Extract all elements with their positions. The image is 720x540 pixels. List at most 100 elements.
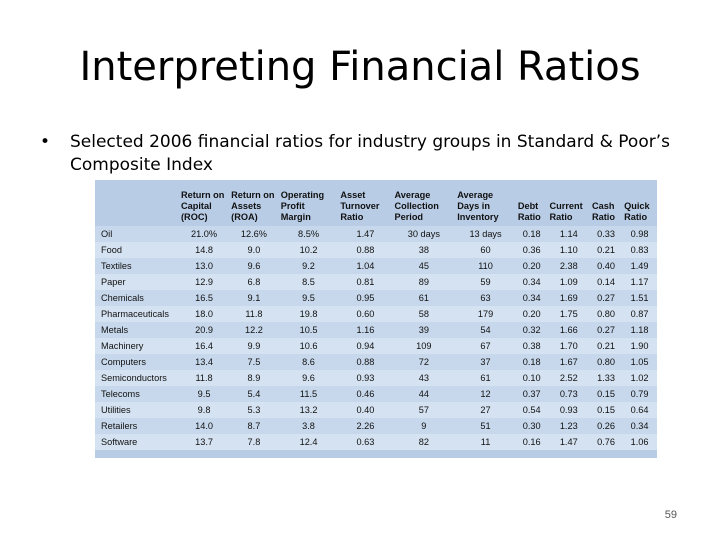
column-header: Asset Turnover Ratio: [338, 180, 393, 226]
ratio-cell: 51: [455, 418, 516, 434]
industry-name: Oil: [95, 226, 179, 242]
ratio-cell: 13.7: [179, 434, 230, 450]
ratio-cell: 1.51: [622, 290, 657, 306]
ratio-cell: 14.0: [179, 418, 230, 434]
industry-name: Computers: [95, 354, 179, 370]
ratio-cell: 67: [455, 338, 516, 354]
ratio-cell: 43: [392, 370, 456, 386]
ratio-cell: 1.05: [622, 354, 657, 370]
ratio-cell: 0.10: [515, 370, 548, 386]
ratio-cell: 1.90: [622, 338, 657, 354]
ratio-cell: 16.4: [179, 338, 230, 354]
industry-name: Telecoms: [95, 386, 179, 402]
ratio-cell: 0.21: [589, 338, 623, 354]
ratio-cell: 7.8: [229, 434, 279, 450]
ratio-cell: 1.75: [547, 306, 590, 322]
ratio-cell: 2.26: [338, 418, 393, 434]
ratio-cell: 0.95: [338, 290, 393, 306]
ratio-cell: 11: [455, 434, 516, 450]
ratio-cell: 0.87: [622, 306, 657, 322]
ratio-cell: 0.34: [622, 418, 657, 434]
industry-name: Software: [95, 434, 179, 450]
table-row: Food 14.8 9.0 10.2 0.88 38 60 0.36 1.10 0.21 0.83: [95, 242, 657, 258]
column-header: Operating Profit Margin: [278, 180, 339, 226]
ratio-cell: 45: [392, 258, 456, 274]
ratio-cell: 13.2: [278, 402, 339, 418]
ratio-cell: 8.5%: [278, 226, 339, 242]
ratio-cell: 9.0: [229, 242, 279, 258]
ratio-cell: 18.0: [179, 306, 230, 322]
ratio-cell: 1.33: [589, 370, 623, 386]
ratio-cell: 14.8: [179, 242, 230, 258]
financial-ratios-table: Return on Capital (ROC) Return on Assets …: [95, 180, 657, 450]
ratio-cell: 0.94: [338, 338, 393, 354]
ratio-cell: 1.10: [547, 242, 590, 258]
industry-name: Food: [95, 242, 179, 258]
industry-name: Retailers: [95, 418, 179, 434]
ratio-cell: 27: [455, 402, 516, 418]
ratio-cell: 9.2: [278, 258, 339, 274]
ratio-cell: 11.8: [179, 370, 230, 386]
ratio-cell: 0.80: [589, 354, 623, 370]
ratio-cell: 9.5: [179, 386, 230, 402]
column-header: Current Ratio: [547, 180, 590, 226]
table-row: Metals 20.9 12.2 10.5 1.16 39 54 0.32 1.66 0.27 1.…: [95, 322, 657, 338]
ratio-cell: 0.40: [338, 402, 393, 418]
ratio-cell: 0.33: [589, 226, 623, 242]
ratio-cell: 0.34: [515, 274, 548, 290]
ratio-cell: 0.83: [622, 242, 657, 258]
ratio-cell: 0.26: [589, 418, 623, 434]
industry-name: Semiconductors: [95, 370, 179, 386]
ratio-cell: 0.63: [338, 434, 393, 450]
ratio-cell: 0.27: [589, 290, 623, 306]
ratio-cell: 1.09: [547, 274, 590, 290]
ratio-cell: 0.36: [515, 242, 548, 258]
column-header: Cash Ratio: [589, 180, 623, 226]
ratio-cell: 1.67: [547, 354, 590, 370]
ratio-cell: 1.16: [338, 322, 393, 338]
industry-name: Utilities: [95, 402, 179, 418]
ratio-cell: 0.18: [515, 226, 548, 242]
ratio-cell: 0.88: [338, 242, 393, 258]
ratio-cell: 0.14: [589, 274, 623, 290]
ratio-cell: 13 days: [455, 226, 516, 242]
ratio-cell: 9: [392, 418, 456, 434]
ratio-cell: 109: [392, 338, 456, 354]
table-row: Software 13.7 7.8 12.4 0.63 82 11 0.16 1.47 0.76 1…: [95, 434, 657, 450]
ratio-cell: 10.6: [278, 338, 339, 354]
ratio-cell: 61: [392, 290, 456, 306]
ratio-cell: 8.5: [278, 274, 339, 290]
ratio-cell: 13.4: [179, 354, 230, 370]
ratio-cell: 0.16: [515, 434, 548, 450]
ratio-cell: 63: [455, 290, 516, 306]
ratio-cell: 1.14: [547, 226, 590, 242]
ratio-cell: 0.38: [515, 338, 548, 354]
ratio-cell: 9.8: [179, 402, 230, 418]
ratio-cell: 0.37: [515, 386, 548, 402]
table-row: Machinery 16.4 9.9 10.6 0.94 109 67 0.38 1.70 0.2…: [95, 338, 657, 354]
ratio-cell: 9.1: [229, 290, 279, 306]
ratio-cell: 21.0%: [179, 226, 230, 242]
table-row: Telecoms 9.5 5.4 11.5 0.46 44 12 0.37 0.73 0.15 0.…: [95, 386, 657, 402]
ratio-cell: 39: [392, 322, 456, 338]
ratio-cell: 9.9: [229, 338, 279, 354]
ratio-cell: 0.15: [589, 402, 623, 418]
ratio-cell: 2.52: [547, 370, 590, 386]
ratio-cell: 0.21: [589, 242, 623, 258]
ratio-cell: 8.7: [229, 418, 279, 434]
ratio-cell: 0.27: [589, 322, 623, 338]
ratio-cell: 20.9: [179, 322, 230, 338]
table-row: Utilities 9.8 5.3 13.2 0.40 57 27 0.54 0.93 0.15 0…: [95, 402, 657, 418]
ratio-cell: 9.6: [278, 370, 339, 386]
ratio-cell: 0.98: [622, 226, 657, 242]
table-row: Paper 12.9 6.8 8.5 0.81 89 59 0.34 1.09 0.14 1.17: [95, 274, 657, 290]
column-header: Quick Ratio: [622, 180, 657, 226]
ratio-cell: 0.80: [589, 306, 623, 322]
ratio-cell: 1.69: [547, 290, 590, 306]
ratio-cell: 5.3: [229, 402, 279, 418]
table-row: Pharmaceuticals 18.0 11.8 19.8 0.60 58 179 0.20…: [95, 306, 657, 322]
column-header: Average Collection Period: [392, 180, 456, 226]
ratio-cell: 44: [392, 386, 456, 402]
ratio-cell: 1.17: [622, 274, 657, 290]
ratio-cell: 12.4: [278, 434, 339, 450]
